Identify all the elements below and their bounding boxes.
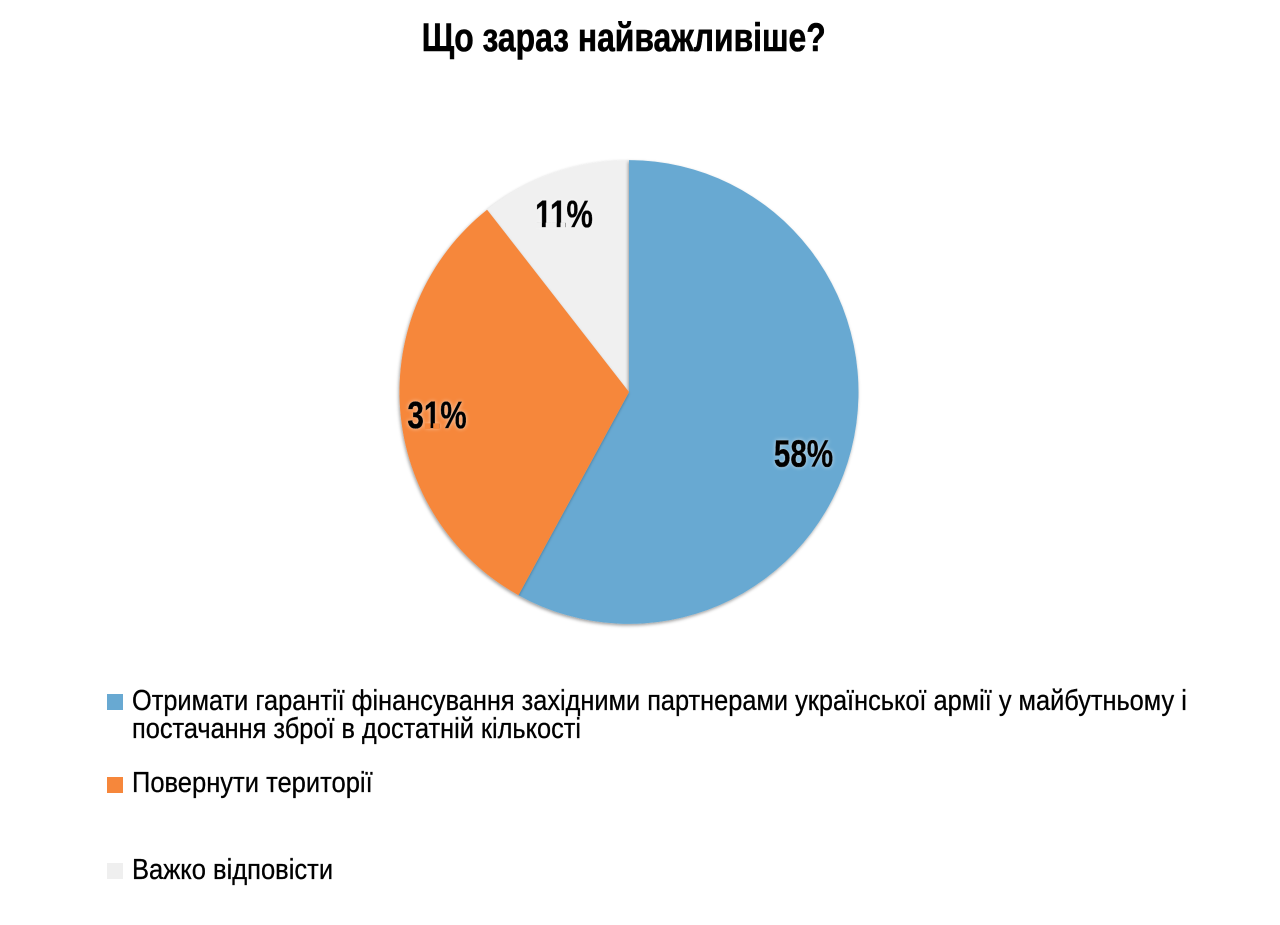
svg-text:31%: 31% [407,395,466,437]
svg-text:11%: 11% [535,194,593,236]
svg-text:58%: 58% [774,433,833,475]
